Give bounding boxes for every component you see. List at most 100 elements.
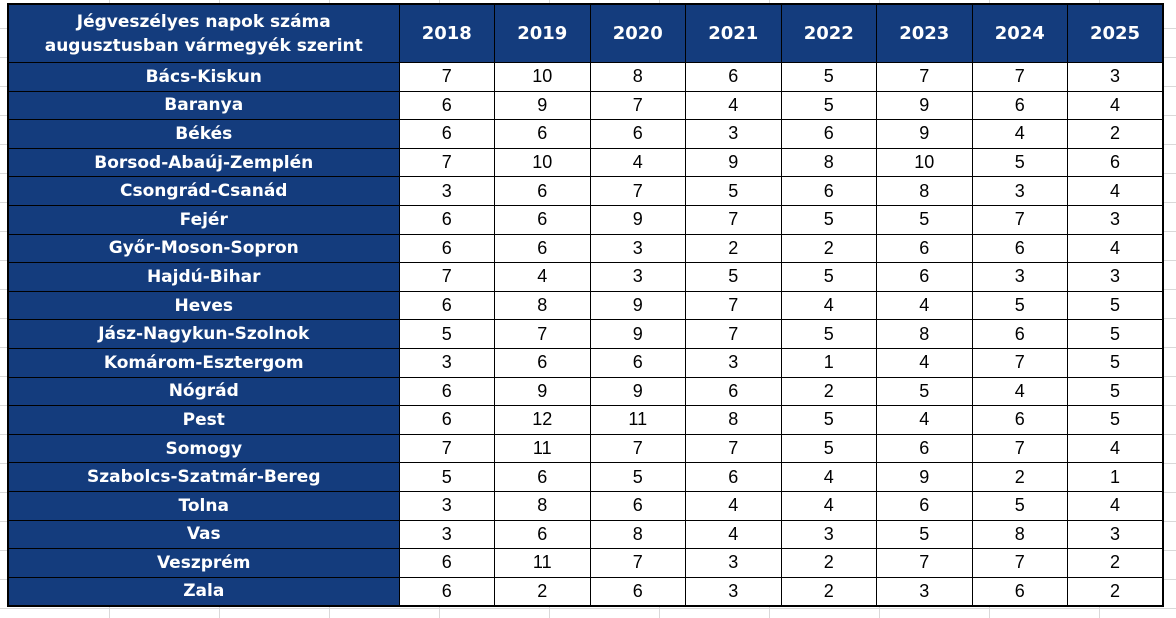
value-cell: 6 [876, 433, 973, 464]
table-row: Szabolcs-Szatmár-Bereg 5 6 5 6 4 9 2 1 [7, 462, 1164, 492]
value-cell: 1 [780, 347, 877, 378]
value-cell: 3 [685, 347, 782, 378]
value-cell: 6 [589, 347, 686, 378]
value-cell: 8 [780, 147, 877, 178]
value-cell: 8 [971, 519, 1068, 550]
table-row: Komárom-Esztergom 3 6 6 3 1 4 7 5 [7, 347, 1164, 378]
value-cell: 6 [398, 290, 495, 321]
value-cell: 3 [876, 576, 973, 607]
table-row: Baranya 6 9 7 4 5 9 6 4 [7, 90, 1164, 121]
value-cell: 9 [494, 376, 591, 407]
county-name-cell: Győr-Moson-Sopron [7, 233, 400, 264]
table-row: Zala 6 2 6 3 2 3 6 2 [7, 576, 1164, 607]
header-row: Jégveszélyes napok száma augusztusban vá… [7, 3, 1164, 63]
value-cell: 8 [494, 490, 591, 521]
county-name-cell: Hajdú-Bihar [7, 262, 400, 292]
value-cell: 7 [589, 433, 686, 464]
county-name-cell: Jász-Nagykun-Szolnok [7, 319, 400, 349]
county-name-cell: Nógrád [7, 376, 400, 407]
value-cell: 4 [1067, 233, 1164, 264]
value-cell: 6 [494, 519, 591, 550]
value-cell: 7 [876, 62, 973, 92]
value-cell: 3 [398, 176, 495, 206]
table-row: Győr-Moson-Sopron 6 6 3 2 2 6 6 4 [7, 233, 1164, 264]
value-cell: 5 [876, 376, 973, 407]
value-cell: 7 [971, 204, 1068, 235]
value-cell: 5 [780, 319, 877, 349]
value-cell: 11 [494, 548, 591, 578]
value-cell: 8 [589, 62, 686, 92]
value-cell: 7 [589, 176, 686, 206]
value-cell: 9 [876, 90, 973, 121]
table-row: Veszprém 6 11 7 3 2 7 7 2 [7, 548, 1164, 578]
value-cell: 2 [494, 576, 591, 607]
county-name-cell: Szabolcs-Szatmár-Bereg [7, 462, 400, 492]
county-name-cell: Somogy [7, 433, 400, 464]
value-cell: 4 [876, 347, 973, 378]
table-title-line1: Jégveszélyes napok száma [76, 11, 331, 32]
value-cell: 3 [685, 548, 782, 578]
value-cell: 6 [398, 90, 495, 121]
value-cell: 2 [780, 233, 877, 264]
value-cell: 3 [1067, 62, 1164, 92]
value-cell: 8 [685, 405, 782, 435]
value-cell: 3 [1067, 262, 1164, 292]
value-cell: 7 [398, 147, 495, 178]
value-cell: 3 [971, 262, 1068, 292]
value-cell: 7 [685, 290, 782, 321]
value-cell: 4 [1067, 176, 1164, 206]
table-row: Somogy 7 11 7 7 5 6 7 4 [7, 433, 1164, 464]
year-column-header: 2018 [398, 3, 495, 63]
value-cell: 4 [494, 262, 591, 292]
value-cell: 4 [780, 490, 877, 521]
table-row: Borsod-Abaúj-Zemplén 7 10 4 9 8 10 5 6 [7, 147, 1164, 178]
value-cell: 5 [398, 319, 495, 349]
table-row: Pest 6 12 11 8 5 4 6 5 [7, 405, 1164, 435]
value-cell: 6 [876, 262, 973, 292]
value-cell: 6 [494, 347, 591, 378]
value-cell: 6 [971, 405, 1068, 435]
value-cell: 5 [876, 204, 973, 235]
value-cell: 6 [494, 233, 591, 264]
value-cell: 1 [1067, 462, 1164, 492]
value-cell: 3 [1067, 204, 1164, 235]
value-cell: 6 [780, 176, 877, 206]
value-cell: 10 [494, 147, 591, 178]
value-cell: 5 [780, 405, 877, 435]
table-body: Bács-Kiskun 7 10 8 6 5 7 7 3 Baranya 6 9 7 4 5 9 6 4 Békés… [7, 62, 1164, 607]
value-cell: 11 [494, 433, 591, 464]
value-cell: 5 [971, 290, 1068, 321]
value-cell: 6 [494, 462, 591, 492]
value-cell: 6 [780, 119, 877, 149]
value-cell: 2 [780, 376, 877, 407]
value-cell: 6 [398, 119, 495, 149]
value-cell: 5 [1067, 319, 1164, 349]
county-name-cell: Vas [7, 519, 400, 550]
value-cell: 6 [494, 119, 591, 149]
value-cell: 5 [1067, 376, 1164, 407]
value-cell: 2 [1067, 576, 1164, 607]
value-cell: 6 [398, 576, 495, 607]
table-header: Jégveszélyes napok száma augusztusban vá… [7, 3, 1164, 63]
value-cell: 2 [1067, 548, 1164, 578]
value-cell: 6 [494, 176, 591, 206]
value-cell: 6 [589, 576, 686, 607]
value-cell: 4 [780, 462, 877, 492]
value-cell: 5 [780, 262, 877, 292]
value-cell: 6 [971, 576, 1068, 607]
value-cell: 2 [780, 576, 877, 607]
value-cell: 4 [1067, 433, 1164, 464]
value-cell: 9 [589, 204, 686, 235]
value-cell: 6 [589, 119, 686, 149]
value-cell: 2 [780, 548, 877, 578]
value-cell: 6 [876, 233, 973, 264]
value-cell: 4 [971, 119, 1068, 149]
value-cell: 3 [398, 347, 495, 378]
value-cell: 4 [1067, 490, 1164, 521]
value-cell: 6 [398, 376, 495, 407]
table-row: Csongrád-Csanád 3 6 7 5 6 8 3 4 [7, 176, 1164, 206]
value-cell: 3 [589, 262, 686, 292]
value-cell: 12 [494, 405, 591, 435]
value-cell: 4 [876, 405, 973, 435]
value-cell: 5 [685, 262, 782, 292]
